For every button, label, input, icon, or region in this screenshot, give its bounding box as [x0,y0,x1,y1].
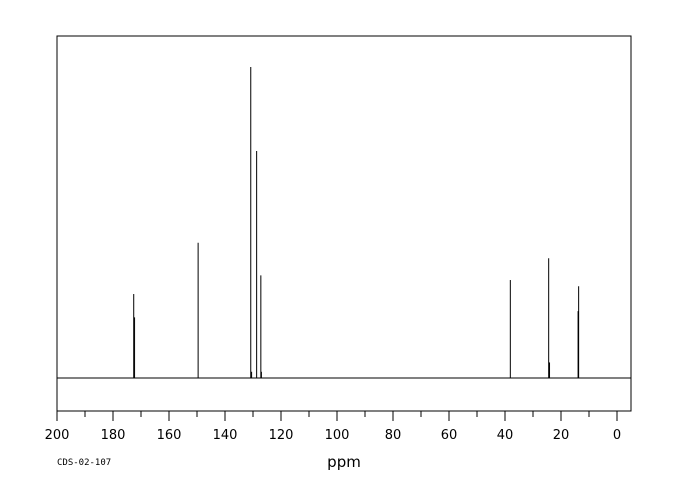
tick-label-0: 0 [613,428,621,443]
tick-label-80: 80 [385,428,402,443]
spectrum-code: CDS-02-107 [57,458,111,468]
x-axis-tick-labels: 200 180 160 140 120 100 80 60 40 20 0 [45,428,622,443]
tick-label-60: 60 [441,428,458,443]
tick-label-180: 180 [101,428,126,443]
tick-label-160: 160 [157,428,182,443]
tick-label-40: 40 [497,428,514,443]
x-axis-title: ppm [327,453,361,471]
tick-label-120: 120 [269,428,294,443]
tick-label-100: 100 [325,428,350,443]
peaks-group [133,67,580,378]
plot-frame [56,35,632,412]
tick-label-200: 200 [45,428,70,443]
tick-label-20: 20 [553,428,570,443]
x-axis-ticks [56,411,618,421]
tick-label-140: 140 [213,428,238,443]
